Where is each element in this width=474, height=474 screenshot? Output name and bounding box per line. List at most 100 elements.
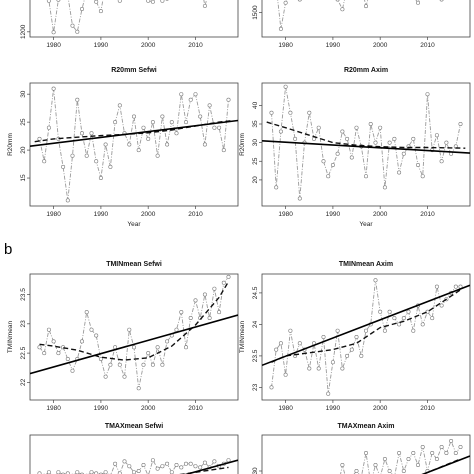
series-linear-trend: [262, 140, 470, 154]
x-tick-label: 1980: [46, 211, 61, 218]
plot-frame: [261, 273, 471, 401]
panel-tminmean-axim: TMINmean Axim 1980 1990 2000 2010 23 23.5 24 24.…: [239, 261, 471, 412]
data-point: [288, 328, 293, 333]
panel-top-left-partial: 1980 1990 2000 2010 1200: [20, 0, 239, 49]
y-tick-label: 25: [20, 118, 27, 126]
data-point: [117, 103, 122, 108]
data-point: [127, 464, 132, 469]
data-point: [94, 333, 99, 338]
x-axis-label: Year: [127, 221, 141, 228]
data-point: [283, 372, 288, 377]
data-point: [335, 328, 340, 333]
data-point: [401, 316, 406, 321]
data-point: [146, 351, 151, 356]
data-point: [340, 462, 345, 467]
x-tick-label: 1980: [278, 405, 293, 412]
data-point: [198, 114, 203, 119]
data-point: [307, 110, 312, 115]
data-point: [415, 163, 420, 168]
x-tick-label: 2000: [141, 211, 156, 218]
y-axis-label: R20mm: [239, 133, 246, 156]
data-point: [193, 298, 198, 303]
data-point: [387, 140, 392, 145]
y-tick-label: 30: [252, 139, 259, 147]
x-tick-label: 1990: [326, 42, 341, 49]
y-tick-label: 23.5: [252, 349, 259, 362]
y-tick-label: 30: [20, 90, 27, 98]
data-point: [221, 148, 226, 153]
data-point: [108, 362, 113, 367]
series-smoothed-trend: [179, 466, 229, 474]
data-point: [80, 131, 85, 136]
data-point: [269, 385, 274, 390]
data-point: [117, 471, 122, 474]
data-point: [46, 470, 51, 474]
data-point: [136, 148, 141, 153]
data-point: [61, 164, 66, 169]
data-point: [89, 470, 94, 474]
data-point: [94, 0, 99, 4]
data-point: [354, 334, 359, 339]
data-point: [113, 120, 118, 125]
series-linear-trend: [421, 455, 470, 474]
plot-frame: [29, 434, 239, 474]
y-tick-label: 1500: [252, 5, 259, 20]
panel-letter-b: b: [4, 241, 12, 258]
data-point: [42, 351, 47, 356]
data-point: [349, 347, 354, 352]
data-point: [293, 136, 298, 141]
panel-r20mm-axim: R20mm Axim 1980 1990 2000 2010 Year 20 25 30 35 40…: [239, 67, 471, 228]
data-point: [70, 368, 75, 373]
y-tick-label: 20: [20, 146, 27, 154]
plot-frame: [261, 82, 471, 207]
y-tick-label: 1200: [20, 24, 27, 39]
data-point: [217, 310, 222, 315]
data-point: [202, 142, 207, 147]
data-point: [146, 0, 151, 3]
data-point: [150, 458, 155, 463]
data-point: [439, 444, 444, 449]
chart-title: TMINmean Axim: [339, 261, 393, 268]
x-tick-label: 2010: [188, 42, 203, 49]
plot-area: [37, 458, 238, 474]
y-tick-label: 23.5: [20, 288, 27, 301]
data-point: [345, 353, 350, 358]
data-point: [373, 462, 378, 467]
chart-title: TMAXmean Sefwi: [105, 423, 163, 430]
data-point: [212, 286, 217, 291]
data-point: [179, 465, 184, 470]
data-point: [46, 0, 51, 3]
data-point: [169, 470, 174, 474]
y-tick-label: 15: [20, 174, 27, 182]
data-point: [165, 339, 170, 344]
series-linear-trend: [30, 119, 238, 147]
plot-area: [262, 278, 470, 396]
x-axis-label: Year: [359, 221, 373, 228]
series-smoothed-trend: [266, 121, 466, 149]
plot-area: [277, 0, 444, 31]
data-point: [397, 322, 402, 327]
panel-top-right-partial: 1980 1990 2000 2010 1500: [252, 0, 471, 49]
data-point: [340, 129, 345, 134]
data-point: [150, 0, 155, 4]
data-point: [430, 316, 435, 321]
x-tick-label: 2010: [420, 405, 435, 412]
x-tick-label: 1980: [46, 42, 61, 49]
data-point: [415, 462, 420, 467]
y-axis-label: R20mm: [7, 133, 14, 156]
data-point: [363, 450, 368, 455]
data-point: [70, 153, 75, 158]
data-point: [98, 356, 103, 361]
data-point: [193, 92, 198, 97]
data-point: [439, 303, 444, 308]
data-point: [155, 153, 160, 158]
data-point: [141, 125, 146, 130]
data-point: [136, 386, 141, 391]
data-point: [382, 185, 387, 190]
data-point: [453, 284, 458, 289]
y-tick-label: 24.5: [252, 286, 259, 299]
data-point: [316, 366, 321, 371]
data-point: [103, 142, 108, 147]
plot-area: [30, 274, 238, 391]
